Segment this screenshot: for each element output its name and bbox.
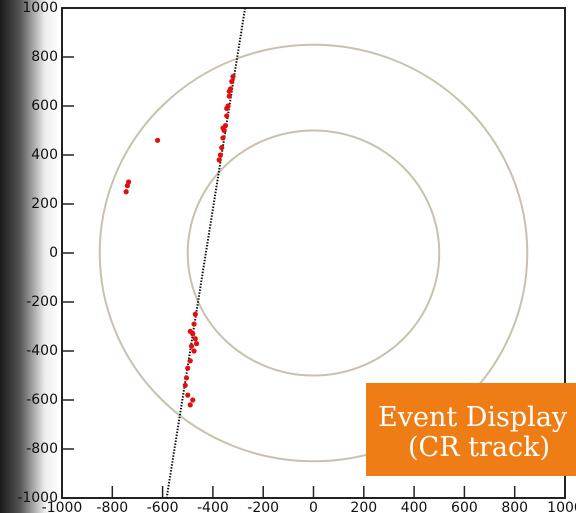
hit-point [193,336,198,341]
hit-point [220,125,225,130]
hit-point [191,348,196,353]
annotation-text: Event Display [378,403,576,433]
hit-point [219,145,224,150]
hit-point [188,402,193,407]
hit-point [224,113,229,118]
screenshot: -1000-800-600-400-20002004006008001000-1… [0,0,576,513]
annotation-text: (CR track) [378,433,576,463]
hit-point [227,94,232,99]
hit-point [189,344,194,349]
hit-point [194,341,199,346]
y-tick-label: -600 [26,392,58,408]
x-tick-label: 800 [501,500,528,513]
hit-point [184,375,189,380]
hit-point [124,189,129,194]
x-tick-label: 600 [451,500,478,513]
hit-point [188,358,193,363]
x-tick-label: -600 [147,500,179,513]
hit-point [227,89,232,94]
hit-point [224,106,229,111]
hit-point [220,135,225,140]
y-tick-label: -800 [26,441,58,457]
y-tick-label: -400 [26,343,58,359]
hit-point [193,312,198,317]
y-tick-label: 1000 [22,0,58,16]
hit-point [185,393,190,398]
x-tick-label: 200 [350,500,377,513]
x-tick-label: -800 [96,500,128,513]
hit-point [218,152,223,157]
y-tick-label: -200 [26,294,58,310]
hit-point [185,366,190,371]
annotation-box: Event Display (CR track) [366,383,576,476]
y-tick-label: 800 [31,49,58,65]
x-tick-label: 1000 [547,500,576,513]
y-tick-label: 400 [31,147,58,163]
hit-point [190,397,195,402]
x-tick-label: -400 [197,500,229,513]
hit-point [126,179,131,184]
x-tick-label: -200 [247,500,279,513]
hit-point [191,321,196,326]
y-tick-label: 200 [31,196,58,212]
x-tick-label: 0 [309,500,318,513]
y-tick-label: 0 [49,245,58,261]
hit-point [230,74,235,79]
x-tick-label: -1000 [42,500,83,513]
y-tick-label: 600 [31,98,58,114]
hit-point [229,79,234,84]
hit-point [183,383,188,388]
hit-point [155,138,160,143]
hit-point [190,331,195,336]
x-tick-label: 400 [401,500,428,513]
hit-point [217,157,222,162]
